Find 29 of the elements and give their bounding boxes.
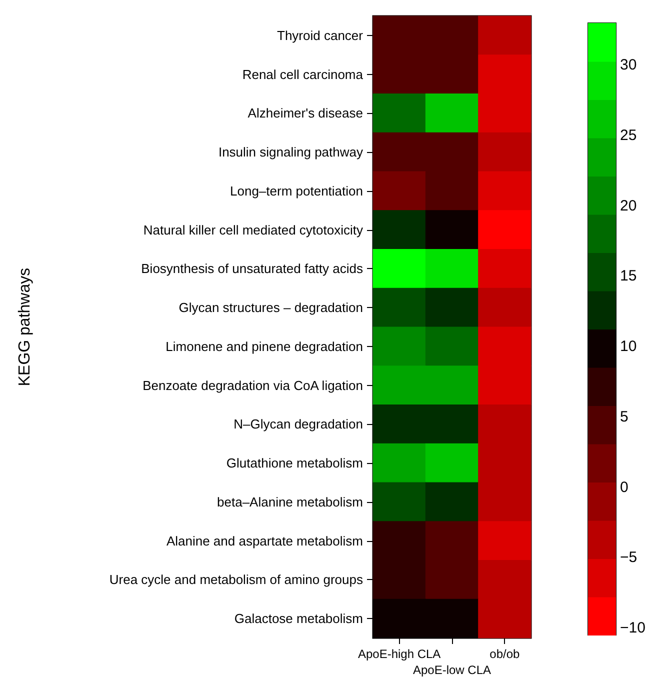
y-tick-label: Biosynthesis of unsaturated fatty acids [141, 261, 364, 276]
y-axis-title: KEGG pathways [16, 268, 34, 386]
color-bar-label: 30 [620, 56, 637, 74]
y-tick-label: Renal cell carcinoma [242, 66, 364, 82]
color-bar-label: 20 [620, 197, 637, 214]
x-tick-label: ob/ob [490, 647, 520, 661]
color-bar-label: −10 [620, 619, 646, 636]
y-tick-label: Glycan structures – degradation [178, 300, 363, 316]
y-tick-label: Benzoate degradation via CoA ligation [142, 378, 363, 393]
color-bar-label: 5 [620, 408, 628, 426]
color-bar-label: 0 [620, 478, 628, 496]
y-tick-label: N–Glycan degradation [234, 416, 363, 432]
y-tick-label: Alanine and aspartate metabolism [166, 533, 363, 548]
y-tick-label: Alzheimer's disease [248, 106, 363, 121]
y-tick-label: Thyroid cancer [277, 28, 364, 43]
y-tick-label: Long–term potentiation [230, 183, 363, 198]
x-tick-label: ApoE-high CLA [358, 647, 441, 661]
y-tick-label: Urea cycle and metabolism of amino groups [109, 572, 364, 588]
y-tick-label: Insulin signaling pathway [218, 144, 364, 160]
color-bar-label: 15 [620, 268, 637, 285]
y-tick-label: Galactose metabolism [234, 611, 363, 626]
color-bar-label: −5 [620, 549, 638, 566]
y-tick-label: Glutathione metabolism [226, 456, 363, 471]
y-tick-label: Limonene and pinene degradation [166, 338, 363, 354]
color-bar-label: 10 [620, 338, 637, 356]
x-tick-label: ApoE-low CLA [412, 663, 492, 677]
y-tick-label: beta–Alanine metabolism [217, 494, 363, 510]
y-tick-label: Natural killer cell mediated cytotoxicity [143, 222, 364, 238]
color-bar-label: 25 [620, 127, 637, 144]
